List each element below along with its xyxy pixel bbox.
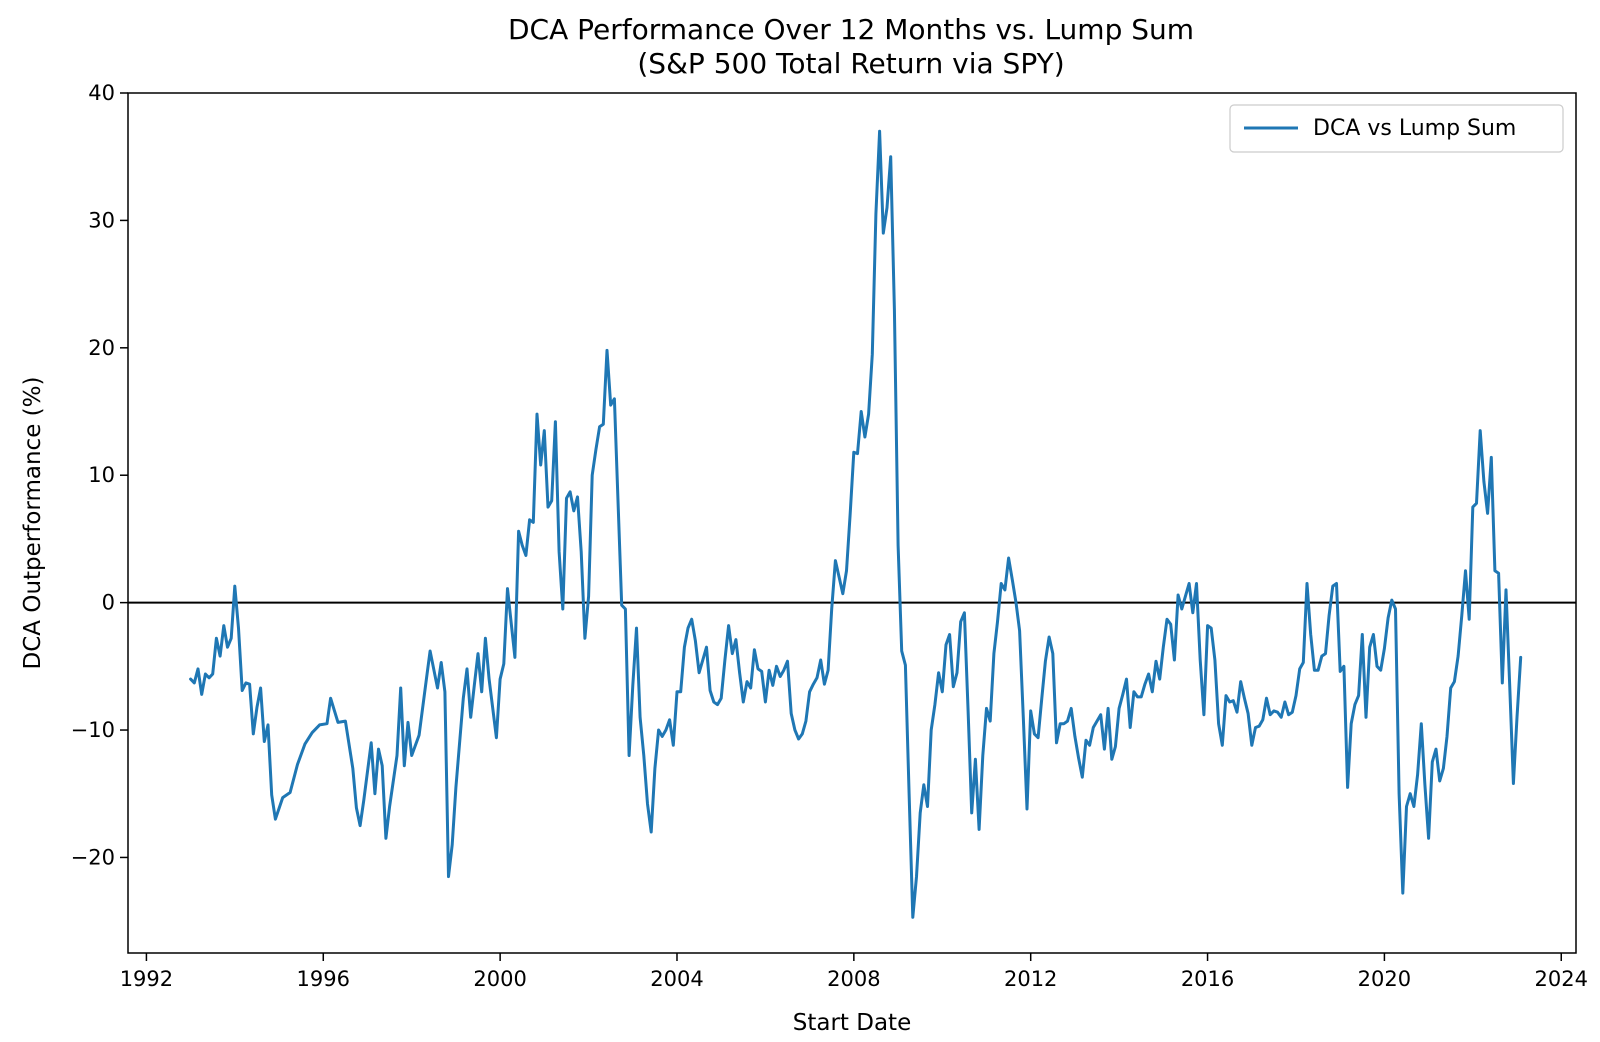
- x-tick-label: 2008: [827, 967, 880, 991]
- x-tick-label: 2012: [1004, 967, 1057, 991]
- chart-title: DCA Performance Over 12 Months vs. Lump …: [508, 13, 1194, 46]
- x-tick-label: 2024: [1535, 967, 1588, 991]
- x-tick-label: 2020: [1358, 967, 1411, 991]
- chart-subtitle: (S&P 500 Total Return via SPY): [637, 47, 1064, 80]
- x-tick-label: 2004: [650, 967, 703, 991]
- plot-frame: [127, 92, 1577, 954]
- y-tick-label: −10: [71, 718, 115, 742]
- series-line-dca-vs-lump-sum: [189, 129, 1523, 919]
- series-group: [189, 129, 1523, 919]
- y-axis-label: DCA Outperformance (%): [20, 377, 46, 670]
- legend: DCA vs Lump Sum: [1229, 104, 1564, 153]
- x-tick-label: 1992: [120, 967, 173, 991]
- y-axis-ticks: −20 −10 0 10 20 30 40: [71, 81, 128, 869]
- y-tick-label: 10: [88, 463, 115, 487]
- y-tick-label: 30: [88, 208, 115, 232]
- x-axis-label: Start Date: [793, 1010, 911, 1036]
- y-tick-label: −20: [71, 845, 115, 869]
- y-tick-label: 40: [88, 81, 115, 105]
- legend-entry-label: DCA vs Lump Sum: [1313, 116, 1516, 141]
- y-tick-label: 0: [102, 591, 115, 615]
- x-tick-label: 1996: [297, 967, 350, 991]
- x-tick-label: 2000: [473, 967, 526, 991]
- x-axis-ticks: 1992 1996 2000 2004 2008 2012 2016 2020 2024: [120, 953, 1588, 991]
- x-tick-label: 2016: [1181, 967, 1234, 991]
- legend-box: [1229, 104, 1564, 153]
- y-tick-label: 20: [88, 336, 115, 360]
